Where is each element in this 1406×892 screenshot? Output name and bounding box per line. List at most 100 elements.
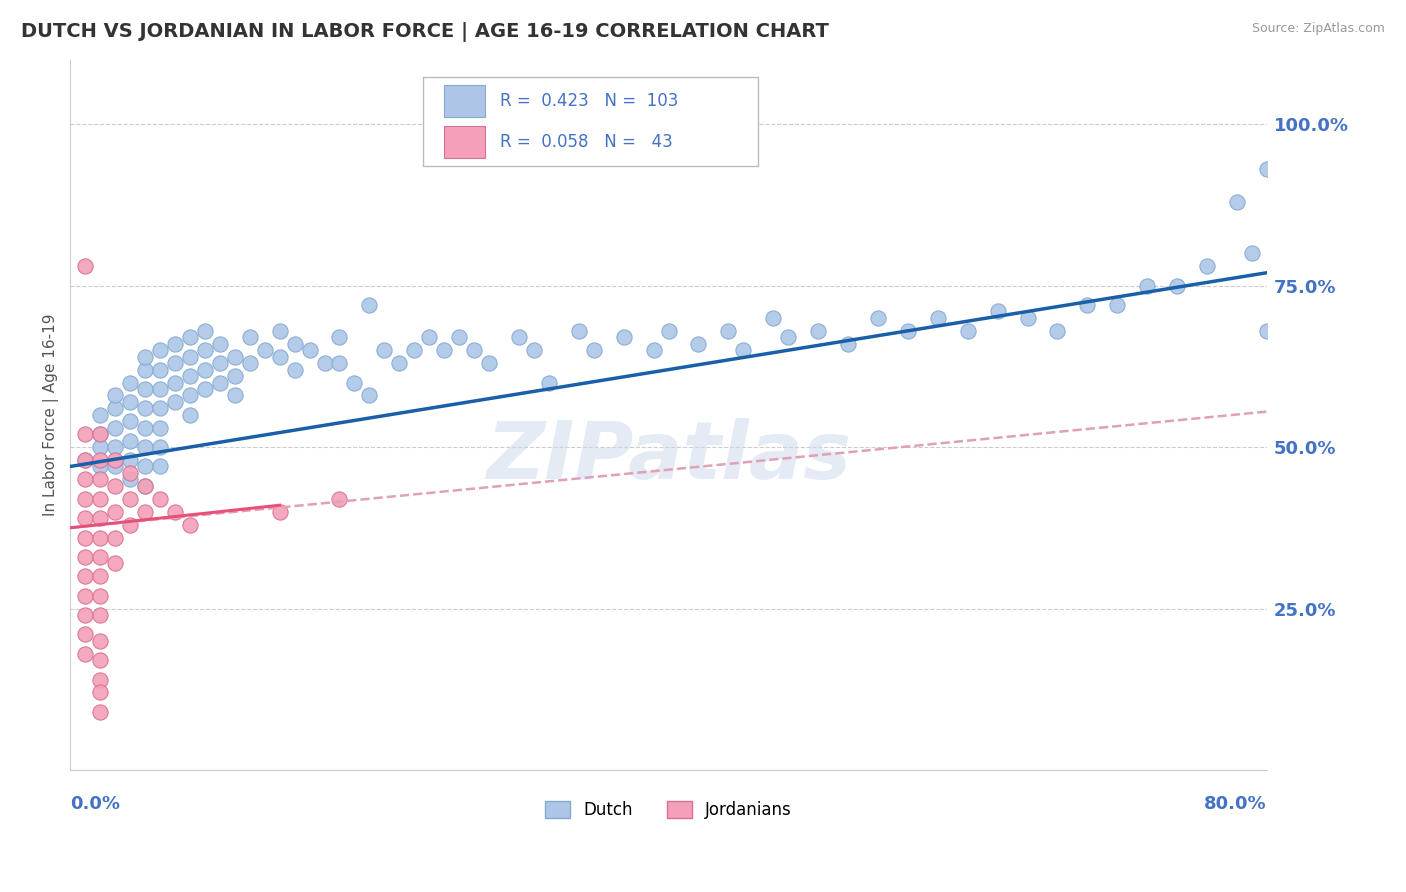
Point <box>75 472 97 486</box>
Point <box>134 440 156 454</box>
Point <box>224 369 246 384</box>
Point <box>120 434 142 448</box>
Point <box>1256 162 1278 177</box>
Point <box>373 343 395 358</box>
Point <box>717 324 740 338</box>
Point <box>179 350 201 364</box>
Point <box>75 453 97 467</box>
Point <box>523 343 546 358</box>
Y-axis label: In Labor Force | Age 16-19: In Labor Force | Age 16-19 <box>44 314 59 516</box>
Point <box>508 330 530 344</box>
Point <box>134 350 156 364</box>
Point <box>104 505 127 519</box>
Point <box>104 531 127 545</box>
Point <box>120 517 142 532</box>
Point <box>104 453 127 467</box>
Point <box>120 414 142 428</box>
Point <box>89 440 111 454</box>
Point <box>208 336 231 351</box>
Point <box>120 453 142 467</box>
Point <box>582 343 605 358</box>
Point <box>89 459 111 474</box>
Point <box>89 531 111 545</box>
Text: Source: ZipAtlas.com: Source: ZipAtlas.com <box>1251 22 1385 36</box>
Text: R =  0.058   N =   43: R = 0.058 N = 43 <box>499 133 672 151</box>
Point <box>239 356 262 370</box>
Point <box>134 479 156 493</box>
Point <box>89 427 111 442</box>
Point <box>163 505 186 519</box>
Point <box>120 466 142 480</box>
Point <box>194 343 217 358</box>
Point <box>104 440 127 454</box>
Point <box>104 401 127 416</box>
FancyBboxPatch shape <box>423 78 758 166</box>
Point <box>269 505 291 519</box>
Point <box>1076 298 1098 312</box>
Point <box>956 324 979 338</box>
Point <box>807 324 830 338</box>
Point <box>89 472 111 486</box>
Point <box>163 395 186 409</box>
Point <box>149 440 172 454</box>
Point <box>1017 310 1039 325</box>
Text: 80.0%: 80.0% <box>1205 795 1267 814</box>
Point <box>75 453 97 467</box>
Point <box>478 356 501 370</box>
Point <box>284 336 307 351</box>
Point <box>104 557 127 571</box>
Point <box>149 491 172 506</box>
Point <box>89 408 111 422</box>
Point <box>224 350 246 364</box>
Point <box>987 304 1010 318</box>
Point <box>762 310 785 325</box>
Point <box>75 627 97 641</box>
Point <box>163 356 186 370</box>
Point <box>1240 246 1263 260</box>
Point <box>239 330 262 344</box>
Point <box>388 356 411 370</box>
Point <box>75 491 97 506</box>
Point <box>89 633 111 648</box>
Point <box>120 395 142 409</box>
Point <box>733 343 755 358</box>
Point <box>404 343 426 358</box>
FancyBboxPatch shape <box>443 126 485 158</box>
Point <box>328 356 350 370</box>
Point <box>75 647 97 661</box>
Point <box>75 531 97 545</box>
Point <box>208 376 231 390</box>
Point <box>179 388 201 402</box>
Point <box>179 408 201 422</box>
Point <box>643 343 665 358</box>
Point <box>120 491 142 506</box>
Point <box>194 362 217 376</box>
Point <box>866 310 889 325</box>
Point <box>1226 194 1249 209</box>
Point <box>328 491 350 506</box>
Point <box>89 549 111 564</box>
Point <box>89 427 111 442</box>
Point <box>75 549 97 564</box>
Point <box>89 569 111 583</box>
Point <box>1166 278 1188 293</box>
Point <box>269 350 291 364</box>
Point <box>149 343 172 358</box>
Point <box>149 362 172 376</box>
Point <box>194 324 217 338</box>
Text: R =  0.423   N =  103: R = 0.423 N = 103 <box>499 93 678 111</box>
Point <box>1195 259 1218 273</box>
Point <box>104 459 127 474</box>
Point <box>149 382 172 396</box>
Point <box>89 673 111 687</box>
Text: DUTCH VS JORDANIAN IN LABOR FORCE | AGE 16-19 CORRELATION CHART: DUTCH VS JORDANIAN IN LABOR FORCE | AGE … <box>21 22 830 42</box>
Point <box>134 382 156 396</box>
Point <box>359 298 381 312</box>
Point <box>418 330 440 344</box>
Point <box>104 479 127 493</box>
Point <box>163 336 186 351</box>
Point <box>134 505 156 519</box>
Point <box>568 324 591 338</box>
Point <box>149 401 172 416</box>
Point <box>179 517 201 532</box>
